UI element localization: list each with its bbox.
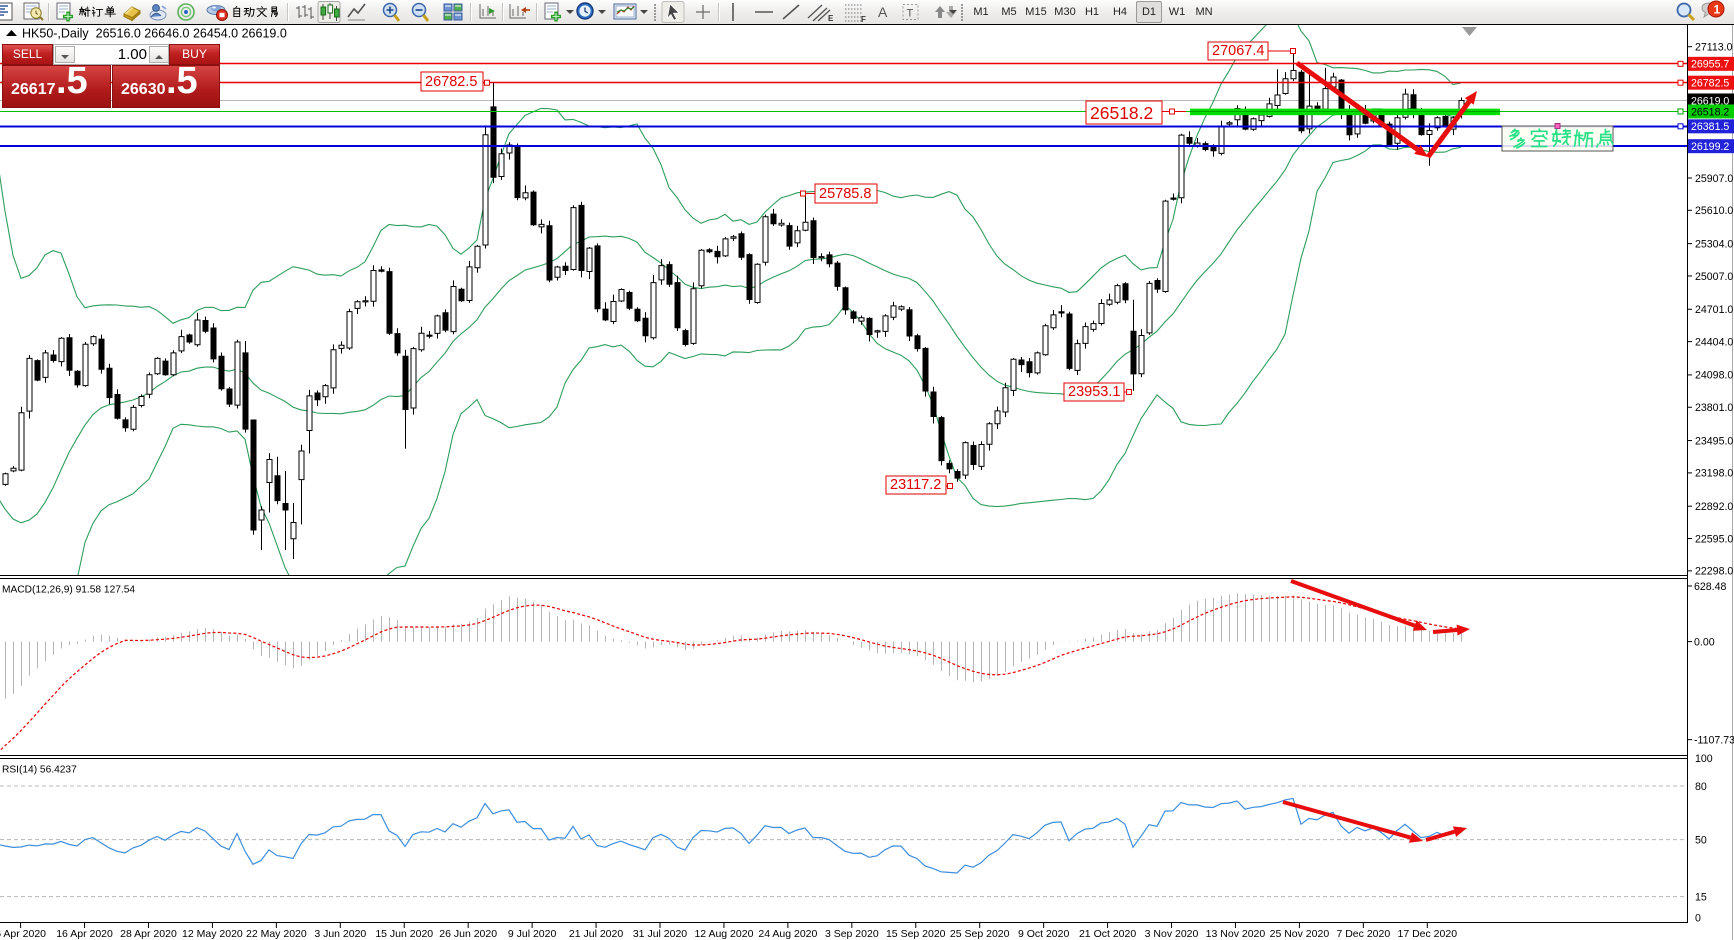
svg-text:26518.2: 26518.2 — [1691, 106, 1729, 118]
svg-text:1: 1 — [1714, 3, 1721, 17]
svg-text:-1107.73: -1107.73 — [1694, 734, 1734, 746]
svg-text:A: A — [878, 4, 888, 20]
svg-text:25304.0: 25304.0 — [1695, 238, 1733, 250]
svg-text:26381.5: 26381.5 — [1691, 121, 1729, 133]
svg-text:7 Dec 2020: 7 Dec 2020 — [1336, 928, 1390, 940]
svg-text:E: E — [828, 14, 834, 23]
svg-text:HK50-,Daily 26516.0 26646.0 2: HK50-,Daily 26516.0 26646.0 26454.0 2661… — [22, 27, 287, 41]
svg-text:24404.0: 24404.0 — [1695, 336, 1733, 348]
svg-text:24098.0: 24098.0 — [1695, 370, 1733, 382]
svg-text:22 May 2020: 22 May 2020 — [246, 928, 307, 940]
svg-text:22298.0: 22298.0 — [1695, 566, 1733, 578]
svg-text:26955.7: 26955.7 — [1691, 59, 1729, 71]
svg-text:23495.0: 23495.0 — [1695, 435, 1733, 447]
svg-text:9 Jul 2020: 9 Jul 2020 — [508, 928, 557, 940]
svg-text:12 May 2020: 12 May 2020 — [182, 928, 243, 940]
svg-text:13 Nov 2020: 13 Nov 2020 — [1206, 928, 1266, 940]
svg-text:27113.0: 27113.0 — [1695, 42, 1733, 54]
svg-text:25785.8: 25785.8 — [819, 186, 871, 202]
svg-text:15: 15 — [1695, 891, 1707, 903]
svg-text:26518.2: 26518.2 — [1090, 103, 1153, 123]
svg-text:100: 100 — [1695, 753, 1713, 765]
svg-text:9 Oct 2020: 9 Oct 2020 — [1018, 928, 1070, 940]
svg-text:T: T — [907, 8, 914, 20]
svg-text:25 Nov 2020: 25 Nov 2020 — [1270, 928, 1330, 940]
svg-text:16 Apr 2020: 16 Apr 2020 — [56, 928, 113, 940]
svg-text:24 Aug 2020: 24 Aug 2020 — [758, 928, 817, 940]
svg-text:26619.0: 26619.0 — [1691, 95, 1729, 107]
svg-text:27067.4: 27067.4 — [1212, 43, 1264, 59]
svg-text:15 Jun 2020: 15 Jun 2020 — [375, 928, 433, 940]
svg-text:25610.0: 25610.0 — [1695, 205, 1733, 217]
svg-text:MACD(12,26,9) 91.58 127.54: MACD(12,26,9) 91.58 127.54 — [2, 585, 135, 596]
svg-text:25907.0: 25907.0 — [1695, 173, 1733, 185]
svg-text:21 Jul 2020: 21 Jul 2020 — [569, 928, 623, 940]
svg-text:3 Nov 2020: 3 Nov 2020 — [1145, 928, 1199, 940]
svg-text:12 Aug 2020: 12 Aug 2020 — [694, 928, 753, 940]
svg-text:25 Sep 2020: 25 Sep 2020 — [950, 928, 1010, 940]
svg-text:22595.0: 22595.0 — [1695, 533, 1733, 545]
svg-text:50: 50 — [1695, 834, 1707, 846]
svg-text:22892.0: 22892.0 — [1695, 501, 1733, 513]
svg-text:15 Sep 2020: 15 Sep 2020 — [886, 928, 946, 940]
svg-text:0.00: 0.00 — [1694, 636, 1715, 648]
svg-text:23953.1: 23953.1 — [1068, 384, 1120, 400]
svg-text:28 Apr 2020: 28 Apr 2020 — [120, 928, 177, 940]
svg-text:3 Sep 2020: 3 Sep 2020 — [825, 928, 879, 940]
svg-text:3 Jun 2020: 3 Jun 2020 — [314, 928, 366, 940]
svg-text:21 Oct 2020: 21 Oct 2020 — [1079, 928, 1136, 940]
svg-text:0: 0 — [1695, 913, 1701, 925]
svg-text:26782.5: 26782.5 — [1691, 77, 1729, 89]
svg-text:31 Jul 2020: 31 Jul 2020 — [633, 928, 687, 940]
svg-text:17 Dec 2020: 17 Dec 2020 — [1398, 928, 1458, 940]
svg-text:23117.2: 23117.2 — [890, 477, 941, 493]
svg-text:25007.0: 25007.0 — [1695, 271, 1733, 283]
svg-text:24701.0: 24701.0 — [1695, 304, 1733, 316]
svg-text:23198.0: 23198.0 — [1695, 468, 1733, 480]
svg-text:628.48: 628.48 — [1694, 581, 1727, 593]
svg-text:80: 80 — [1695, 781, 1707, 793]
svg-text:26782.5: 26782.5 — [425, 74, 477, 90]
svg-text:RSI(14) 56.4237: RSI(14) 56.4237 — [2, 765, 77, 776]
svg-text:F: F — [861, 15, 866, 24]
svg-text:6 Apr 2020: 6 Apr 2020 — [0, 928, 46, 940]
svg-text:26199.2: 26199.2 — [1691, 141, 1729, 153]
svg-text:26 Jun 2020: 26 Jun 2020 — [439, 928, 497, 940]
svg-text:23801.0: 23801.0 — [1695, 402, 1733, 414]
